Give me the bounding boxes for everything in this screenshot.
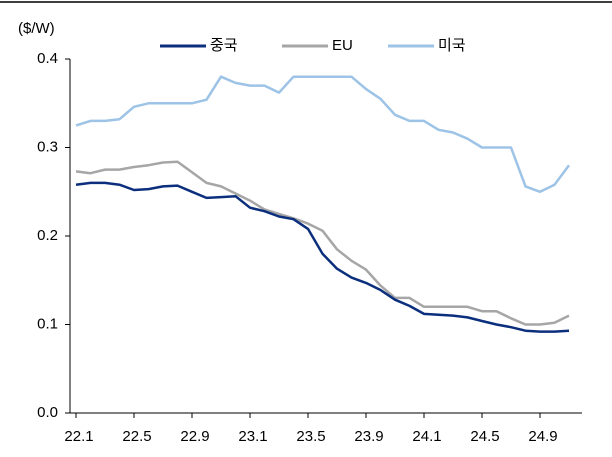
x-tick-label: 22.9	[180, 428, 209, 445]
y-axis-label: ($/W)	[18, 20, 55, 37]
x-tick-label: 23.1	[238, 428, 267, 445]
x-tick-label: 23.5	[296, 428, 325, 445]
x-tick-label: 22.1	[64, 428, 93, 445]
x-tick-label: 24.5	[470, 428, 499, 445]
y-tick-label: 0.1	[37, 315, 58, 332]
y-tick-label: 0.2	[37, 227, 58, 244]
line-series	[75, 181, 570, 333]
y-tick-label: 0.0	[37, 404, 58, 421]
legend-label: EU	[332, 37, 353, 54]
line-series	[75, 160, 570, 326]
y-tick-label: 0.4	[37, 50, 58, 67]
legend-label: 중국	[210, 37, 238, 54]
x-tick-label: 24.9	[528, 428, 557, 445]
legend-label: 미국	[438, 37, 466, 54]
y-tick-label: 0.3	[37, 138, 58, 155]
x-tick-label: 22.5	[122, 428, 151, 445]
line-series	[75, 75, 571, 194]
x-tick-label: 24.1	[412, 428, 441, 445]
x-tick-label: 23.9	[354, 428, 383, 445]
